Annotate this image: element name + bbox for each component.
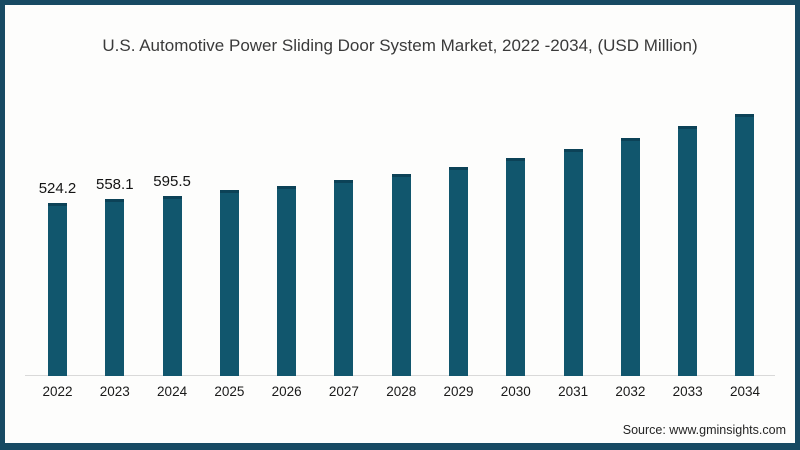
bar-2030 bbox=[506, 158, 526, 376]
bar-2024 bbox=[162, 196, 182, 376]
x-tick-label-2032: 2032 bbox=[615, 384, 646, 399]
bar-2023 bbox=[105, 199, 125, 376]
bar-value-label-2023: 558.1 bbox=[96, 176, 134, 193]
x-tick-label-2026: 2026 bbox=[271, 384, 302, 399]
x-tick-label-2023: 2023 bbox=[99, 384, 130, 399]
bar-2029 bbox=[449, 167, 469, 376]
source-attribution: Source: www.gminsights.com bbox=[622, 423, 786, 437]
bar-2034 bbox=[735, 114, 755, 376]
bar-2033 bbox=[678, 126, 698, 376]
x-tick-label-2034: 2034 bbox=[729, 384, 760, 399]
bar-value-label-2024: 595.5 bbox=[153, 173, 191, 190]
bar-value-label-2022: 524.2 bbox=[38, 180, 77, 197]
bar-2028 bbox=[391, 174, 411, 376]
x-tick-label-2025: 2025 bbox=[214, 384, 245, 399]
x-tick-label-2033: 2033 bbox=[672, 384, 703, 399]
x-tick-label-2028: 2028 bbox=[386, 384, 417, 399]
x-tick-label-2022: 2022 bbox=[42, 384, 73, 399]
x-tick-label-2027: 2027 bbox=[328, 384, 359, 399]
bar-2026 bbox=[277, 186, 297, 376]
x-tick-label-2030: 2030 bbox=[500, 384, 531, 399]
bar-2031 bbox=[563, 149, 583, 376]
bar-2025 bbox=[219, 190, 239, 376]
bar-2032 bbox=[620, 138, 640, 376]
bar-2022 bbox=[48, 203, 67, 376]
x-tick-label-2029: 2029 bbox=[443, 384, 474, 399]
bar-2027 bbox=[334, 180, 354, 376]
x-tick-label-2031: 2031 bbox=[558, 384, 589, 399]
chart-title: U.S. Automotive Power Sliding Door Syste… bbox=[102, 36, 698, 55]
x-tick-label-2024: 2024 bbox=[157, 384, 188, 399]
